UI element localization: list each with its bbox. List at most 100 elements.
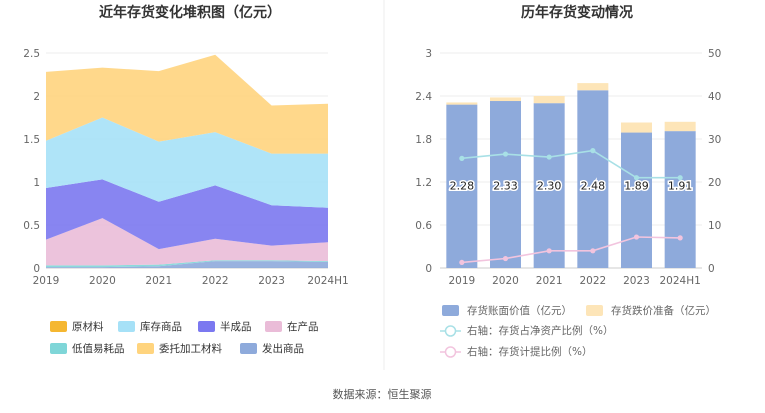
bar-book-value	[664, 131, 696, 268]
y2-tick-label: 30	[708, 134, 721, 146]
line-point	[633, 234, 640, 240]
line-point	[546, 154, 552, 160]
line-point	[633, 175, 640, 181]
y2-tick-label: 40	[708, 91, 721, 103]
line-point	[590, 148, 596, 154]
legend-label: 右轴：存货占净资产比例（%）	[467, 324, 613, 337]
line-point	[502, 151, 509, 157]
bar-book-value	[490, 101, 521, 269]
x-tick-label: 2020	[89, 275, 116, 287]
bar-data-label: 1.89	[624, 180, 649, 193]
x-tick-label: 2023	[623, 275, 650, 287]
line-point	[590, 248, 596, 254]
x-tick-label: 2019	[448, 275, 475, 287]
right-chart-y2-axis: 0 10 20 30 40 50	[708, 48, 721, 275]
legend-label: 委托加工材料	[159, 342, 222, 355]
right-chart-grid	[440, 52, 702, 269]
x-tick-label: 2022	[202, 275, 229, 287]
left-chart-y-axis: 0 0.5 1 1.5 2 2.5	[23, 48, 40, 275]
line-point	[502, 255, 509, 262]
legend-swatch	[198, 321, 215, 332]
y-tick-label: 2.5	[23, 48, 40, 60]
bar-book-value	[446, 104, 478, 268]
area-series-3	[46, 218, 328, 266]
bar-book-value	[621, 132, 652, 268]
x-tick-label: 2023	[258, 275, 285, 287]
legend-label: 存货跌价准备（亿元）	[611, 304, 716, 317]
bar-data-label: 1.91	[668, 180, 693, 193]
x-tick-label: 2022	[579, 275, 606, 287]
legend-label: 原材料	[72, 320, 104, 333]
line-point	[459, 155, 465, 161]
right-chart-legend: 存货账面价值（亿元） 存货跌价准备（亿元） 右轴：存货占净资产比例（%） 右轴：存货计…	[440, 304, 716, 358]
bar-impairment	[664, 121, 696, 132]
legend-swatch	[50, 343, 67, 354]
x-tick-label: 2024H1	[307, 275, 348, 287]
legend-swatch	[265, 321, 282, 332]
bar-data-label: 2.48	[581, 180, 606, 193]
y-tick-label: 1	[33, 177, 40, 189]
data-source: 数据来源：恒生聚源	[333, 387, 432, 401]
y-tick-label: 1.2	[415, 177, 432, 189]
y-tick-label: 1.5	[23, 134, 40, 146]
legend-swatch	[586, 305, 603, 316]
left-chart-title: 近年存货变化堆积图（亿元）	[99, 4, 281, 21]
line-series-2	[461, 149, 681, 179]
right-chart-bars: 2.28 2.33 2.30 2.48 1.89 1.91	[446, 83, 696, 269]
area-series-5	[46, 54, 328, 154]
right-chart-lines	[459, 148, 683, 266]
right-chart-x-axis: 2019 2020 2021 2022 2023 2024H1	[448, 275, 700, 287]
bar-data-label: 2.30	[537, 180, 562, 193]
area-series-1	[46, 117, 328, 208]
legend-marker	[444, 325, 457, 337]
line-point	[459, 259, 465, 266]
area-series-2	[46, 179, 328, 250]
line-point	[677, 175, 683, 181]
legend-swatch	[118, 321, 135, 332]
x-tick-label: 2019	[33, 275, 60, 287]
y2-tick-label: 10	[708, 220, 721, 232]
line-series-3	[461, 236, 681, 264]
y-tick-label: 0	[425, 263, 432, 275]
y-tick-label: 2	[33, 91, 40, 103]
bar-book-value	[577, 90, 609, 269]
y-tick-label: 3	[425, 48, 432, 60]
bar-impairment	[621, 122, 652, 133]
bar-impairment	[490, 97, 521, 102]
y-tick-label: 2.4	[415, 91, 432, 103]
legend-label: 存货账面价值（亿元）	[467, 304, 572, 317]
bar-data-label: 2.28	[450, 180, 475, 193]
legend-label: 在产品	[287, 320, 319, 333]
area-series-6	[46, 261, 328, 268]
right-chart-title: 历年存货变动情况	[521, 4, 633, 21]
y-tick-label: 0	[33, 263, 40, 275]
y2-tick-label: 0	[708, 263, 715, 275]
bar-data-label: 2.33	[493, 180, 518, 193]
y2-tick-label: 50	[708, 48, 721, 60]
left-chart-areas	[46, 54, 328, 268]
x-tick-label: 2024H1	[660, 275, 701, 287]
legend-label: 半成品	[220, 320, 252, 333]
legend-label: 库存商品	[140, 320, 182, 333]
y2-tick-label: 20	[708, 177, 721, 189]
legend-swatch	[50, 321, 67, 332]
x-tick-label: 2021	[536, 275, 563, 287]
x-tick-label: 2020	[492, 275, 519, 287]
legend-swatch	[137, 343, 154, 354]
bar-book-value	[533, 103, 565, 269]
legend-label: 右轴：存货计提比例（%）	[467, 345, 592, 358]
legend-label: 发出商品	[262, 342, 304, 355]
legend-marker	[444, 346, 457, 358]
y-tick-label: 1.8	[415, 134, 432, 146]
left-chart-x-axis: 2019 2020 2021 2022 2023 2024H1	[33, 275, 349, 287]
legend-swatch	[240, 343, 257, 354]
line-point	[546, 248, 552, 254]
bar-impairment	[577, 83, 609, 91]
right-chart-y-axis: 0 0.6 1.2 1.8 2.4 3	[415, 48, 432, 275]
bar-impairment	[533, 96, 565, 104]
legend-label: 低值易耗品	[72, 342, 125, 355]
bar-impairment	[446, 102, 478, 105]
x-tick-label: 2021	[145, 275, 172, 287]
